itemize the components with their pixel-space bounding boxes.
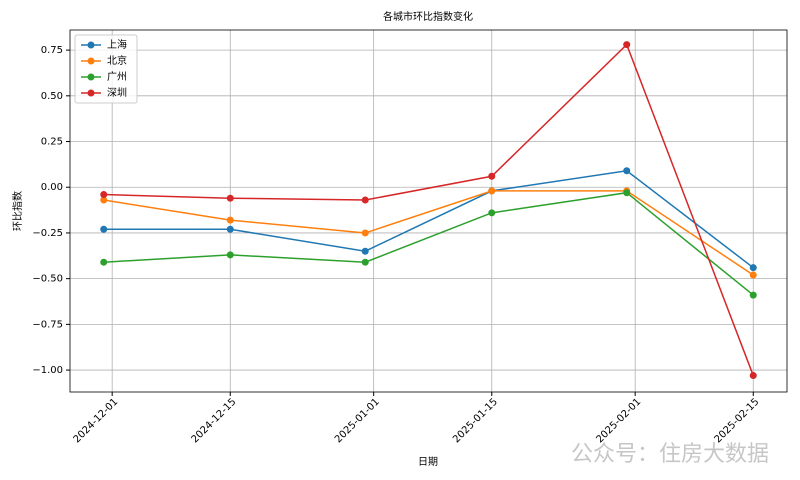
legend-marker	[87, 89, 95, 97]
legend-label: 深圳	[107, 87, 127, 99]
series-line	[103, 191, 754, 296]
x-axis-label: 日期	[418, 456, 438, 468]
y-tick-label: −0.50	[32, 274, 63, 285]
data-point	[226, 216, 234, 224]
data-point	[361, 229, 369, 237]
data-point	[488, 172, 496, 180]
data-point	[226, 194, 234, 202]
x-tick-label: 2024-12-01	[72, 396, 121, 445]
y-tick-label: −0.75	[32, 319, 63, 330]
y-tick-label: 0.50	[41, 91, 63, 102]
data-point	[749, 264, 757, 272]
data-point	[488, 209, 496, 217]
y-tick-label: −1.00	[32, 365, 63, 376]
data-point	[749, 291, 757, 299]
y-tick-label: 0.25	[41, 137, 63, 148]
x-tick-label: 2025-01-01	[333, 396, 382, 445]
legend-label: 北京	[107, 54, 127, 67]
data-point	[100, 196, 108, 204]
series-line	[103, 190, 754, 276]
data-point	[226, 251, 234, 259]
y-axis-label: 环比指数	[11, 191, 24, 231]
data-point	[749, 271, 757, 279]
data-point	[623, 167, 631, 175]
data-point	[361, 247, 369, 255]
data-point	[100, 258, 108, 266]
x-tick-label: 2025-02-15	[713, 396, 762, 445]
series-line	[103, 169, 754, 269]
legend-label: 广州	[107, 71, 127, 83]
legend-marker	[87, 41, 95, 49]
series-line	[103, 43, 754, 376]
y-tick-label: 0.75	[41, 45, 63, 56]
data-point	[488, 187, 496, 195]
chart-title: 各城市环比指数变化	[383, 10, 473, 23]
x-tick-label: 2024-12-15	[190, 396, 239, 445]
data-point	[100, 191, 108, 199]
data-point	[749, 372, 757, 380]
watermark: 公众号：住房大数据	[571, 442, 769, 467]
legend-marker	[87, 57, 95, 65]
data-point	[226, 225, 234, 233]
legend-label: 上海	[107, 38, 127, 51]
data-point	[100, 225, 108, 233]
legend-marker	[87, 73, 95, 81]
data-point	[361, 196, 369, 204]
data-point	[623, 41, 631, 49]
data-point	[623, 189, 631, 197]
plot-frame	[69, 29, 788, 393]
y-tick-label: −0.25	[32, 228, 63, 239]
x-tick-label: 2025-02-01	[595, 396, 644, 445]
x-tick-label: 2025-01-15	[451, 396, 500, 445]
legend-box	[74, 34, 138, 104]
y-tick-label: 0.00	[41, 182, 63, 193]
data-point	[361, 258, 369, 266]
